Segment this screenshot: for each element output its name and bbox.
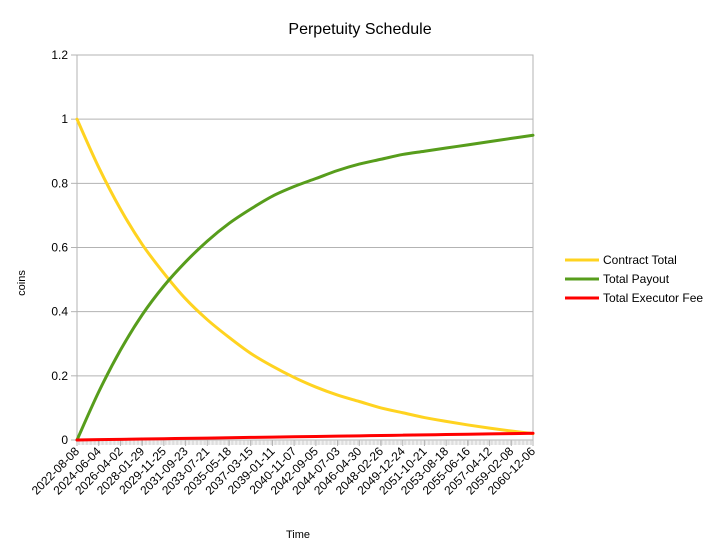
series-line-total-payout [75, 133, 535, 442]
y-tick-label: 0 [61, 433, 68, 447]
y-tick-labels: 0 0.2 0.4 0.6 0.8 1 1.2 [51, 48, 68, 447]
y-tick-label: 1.2 [51, 48, 68, 62]
series-lines [75, 117, 535, 442]
legend-label-total-payout: Total Payout [603, 272, 670, 286]
y-tick-label: 1 [61, 112, 68, 126]
y-tick-label: 0.8 [51, 176, 68, 190]
legend-label-contract-total: Contract Total [603, 253, 677, 267]
x-axis-label: Time [286, 529, 310, 541]
y-tick-label: 0.6 [51, 241, 68, 255]
series-line-total-executor-fee [75, 431, 535, 442]
y-axis-label: coins [16, 270, 28, 296]
y-tick-label: 0.2 [51, 369, 68, 383]
series-line-contract-total [75, 117, 535, 436]
legend: Contract Total Total Payout Total Executor… [565, 253, 703, 305]
x-minor-ticks [76, 440, 534, 445]
y-tick-label: 0.4 [51, 305, 68, 319]
x-tick-labels: 2022-08-082024-06-042026-04-022028-01-29… [29, 440, 538, 498]
legend-label-total-executor-fee: Total Executor Fee [603, 291, 703, 305]
chart-title: Perpetuity Schedule [288, 21, 431, 38]
